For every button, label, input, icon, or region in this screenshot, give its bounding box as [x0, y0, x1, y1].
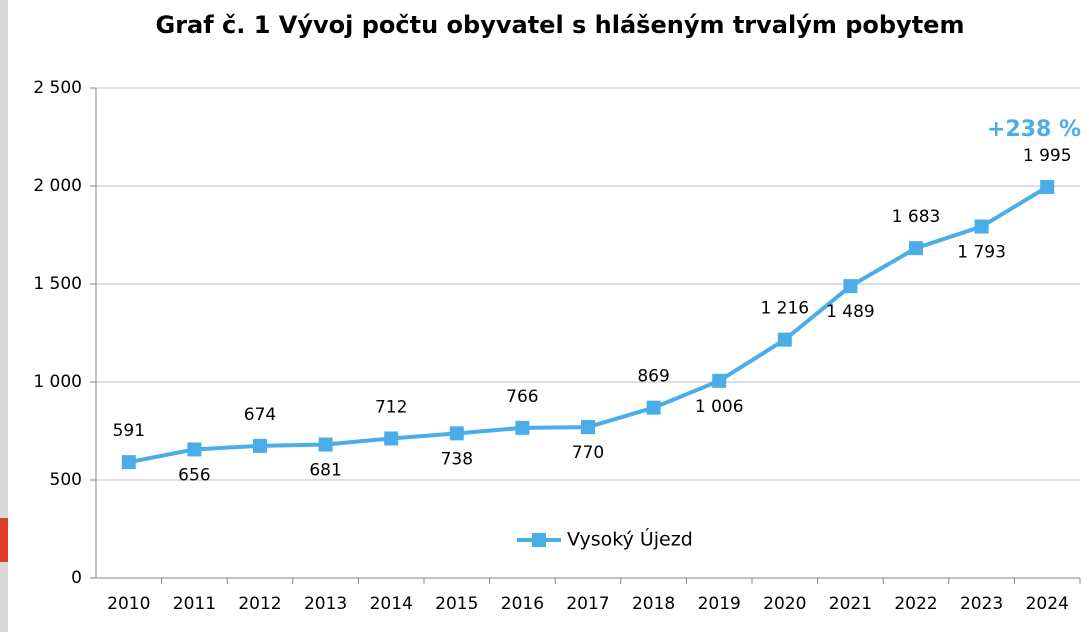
x-tick-label: 2016 — [501, 594, 544, 614]
marker — [974, 219, 989, 234]
x-tick-label: 2012 — [238, 594, 281, 614]
data-label: 1 006 — [695, 397, 744, 417]
x-tick-label: 2018 — [632, 594, 675, 614]
data-label: 591 — [113, 421, 145, 441]
marker — [581, 420, 595, 435]
x-tick-label: 2014 — [370, 594, 413, 614]
marker — [187, 442, 202, 457]
y-tick-label: 2 500 — [33, 78, 82, 98]
y-tick-label: 2 000 — [33, 176, 82, 196]
data-label: 766 — [506, 387, 538, 407]
data-label: 681 — [309, 461, 341, 481]
data-label: 1 683 — [892, 207, 941, 227]
marker — [646, 400, 661, 415]
data-label: 738 — [441, 449, 473, 469]
data-label: 1 216 — [760, 299, 809, 319]
marker — [515, 420, 530, 435]
marker — [121, 455, 136, 470]
x-tick-label: 2010 — [107, 594, 150, 614]
left-border — [0, 0, 8, 632]
x-tick-label: 2011 — [173, 594, 216, 614]
data-label: 656 — [178, 465, 210, 485]
data-label: 1 489 — [826, 302, 875, 322]
data-label: 712 — [375, 397, 407, 417]
marker — [253, 438, 267, 453]
x-tick-label: 2021 — [829, 594, 872, 614]
data-label: 1 995 — [1023, 146, 1072, 166]
y-tick-label: 1 500 — [33, 274, 82, 294]
marker — [384, 431, 399, 446]
legend-marker — [532, 533, 546, 547]
data-label: 869 — [637, 367, 669, 387]
marker — [909, 241, 923, 256]
x-tick-label: 2013 — [304, 594, 347, 614]
x-tick-label: 2015 — [435, 594, 478, 614]
marker — [449, 426, 464, 441]
y-tick-label: 0 — [71, 568, 82, 588]
marker — [843, 279, 858, 294]
marker — [777, 332, 792, 347]
legend-label: Vysoký Újezd — [567, 527, 693, 551]
y-tick-label: 500 — [50, 470, 82, 490]
marker — [318, 437, 333, 452]
red-marker — [0, 518, 8, 562]
data-label: 1 793 — [957, 243, 1006, 263]
y-tick-label: 1 000 — [33, 372, 82, 392]
chart-title: Graf č. 1 Vývoj počtu obyvatel s hlášený… — [156, 11, 965, 39]
x-tick-label: 2020 — [763, 594, 806, 614]
x-tick-label: 2017 — [566, 594, 609, 614]
x-tick-label: 2024 — [1026, 594, 1069, 614]
x-tick-label: 2023 — [960, 594, 1003, 614]
data-label: 770 — [572, 443, 604, 463]
annotation: +238 % — [987, 117, 1081, 142]
marker — [1040, 179, 1055, 194]
data-label: 674 — [244, 405, 276, 425]
x-tick-label: 2022 — [894, 594, 937, 614]
marker — [712, 373, 727, 388]
x-tick-label: 2019 — [698, 594, 741, 614]
